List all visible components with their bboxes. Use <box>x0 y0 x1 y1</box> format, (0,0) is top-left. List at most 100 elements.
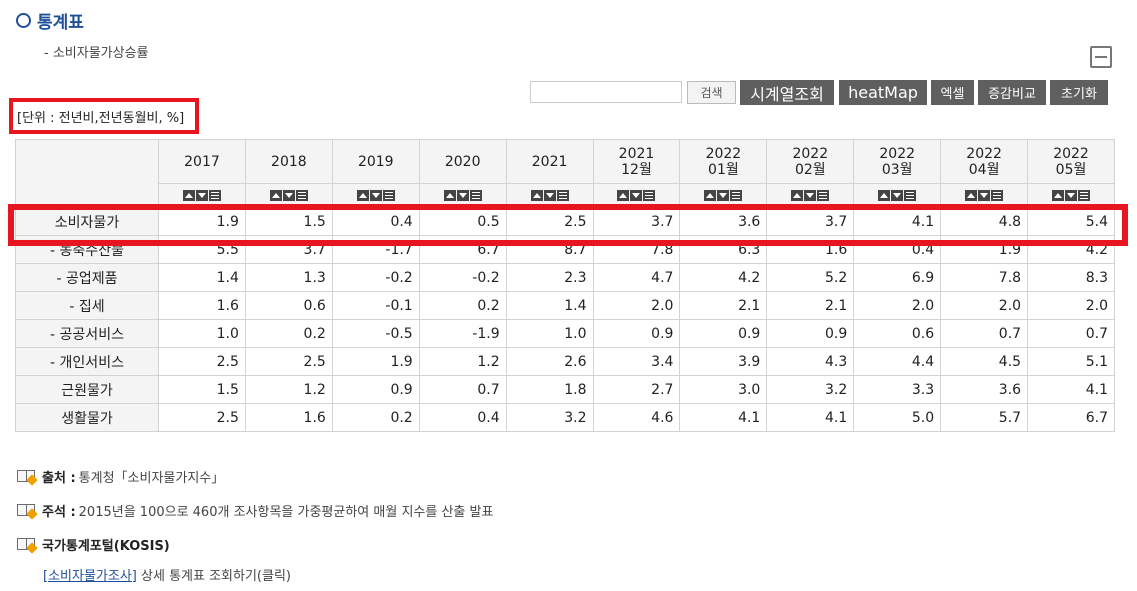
sort-menu-icon[interactable] <box>469 190 482 201</box>
sort-menu-icon[interactable] <box>904 190 917 201</box>
sort-ascending-icon[interactable] <box>1052 190 1065 201</box>
sort-controls <box>418 183 507 208</box>
table-cell: 2.1 <box>679 291 768 320</box>
sort-icons <box>878 190 917 201</box>
table-cell: 3.7 <box>766 207 855 236</box>
row-label: 생활물가 <box>15 403 159 432</box>
table-cell: 0.2 <box>331 403 420 432</box>
sort-menu-icon[interactable] <box>382 190 395 201</box>
column-header: 2018 <box>244 139 333 184</box>
sort-descending-icon[interactable] <box>978 190 991 201</box>
sort-controls <box>244 183 333 208</box>
table-cell: 7.8 <box>940 263 1029 292</box>
sort-descending-icon[interactable] <box>1065 190 1078 201</box>
table-cell: 5.5 <box>158 235 246 264</box>
table-cell: 2.5 <box>244 347 333 376</box>
sort-menu-icon[interactable] <box>295 190 308 201</box>
table-cell: 5.0 <box>853 403 942 432</box>
sort-ascending-icon[interactable] <box>443 190 456 201</box>
sort-ascending-icon[interactable] <box>269 190 282 201</box>
notes-section: 출처 : 통계청「소비자물가지수」 주석 : 2015년을 100으로 460개… <box>16 467 493 569</box>
sort-menu-icon[interactable] <box>817 190 830 201</box>
column-header: 2022 05월 <box>1027 139 1115 184</box>
sort-ascending-icon[interactable] <box>878 190 891 201</box>
sort-ascending-icon[interactable] <box>356 190 369 201</box>
search-button[interactable]: 검색 <box>687 81 736 104</box>
column-header: 2021 <box>505 139 594 184</box>
table-cell: 0.6 <box>853 319 942 348</box>
sort-menu-icon[interactable] <box>1078 190 1091 201</box>
table-cell: 6.7 <box>1027 403 1115 432</box>
table-cell: 8.7 <box>505 235 594 264</box>
sort-descending-icon[interactable] <box>543 190 556 201</box>
table-cell: 0.4 <box>853 235 942 264</box>
reset-button[interactable]: 초기화 <box>1050 80 1108 105</box>
table-cell: 1.6 <box>158 291 246 320</box>
table-cell: 3.7 <box>244 235 333 264</box>
sort-menu-icon[interactable] <box>556 190 569 201</box>
compare-button[interactable]: 증감비교 <box>978 80 1046 105</box>
column-header: 2022 01월 <box>679 139 768 184</box>
table-cell: 4.8 <box>940 207 1029 236</box>
table-cell: 0.6 <box>244 291 333 320</box>
sort-ascending-icon[interactable] <box>182 190 195 201</box>
remark-text: 2015년을 100으로 460개 조사항목을 가중평균하여 매월 지수를 산출… <box>78 504 494 520</box>
column-header-line2: 03월 <box>881 161 913 178</box>
column-header-line1: 2022 <box>879 145 916 162</box>
sort-ascending-icon[interactable] <box>704 190 717 201</box>
table-cell: 0.2 <box>418 291 507 320</box>
table-cell: 2.5 <box>505 207 594 236</box>
sort-descending-icon[interactable] <box>804 190 817 201</box>
table-cell: 1.9 <box>331 347 420 376</box>
sort-descending-icon[interactable] <box>891 190 904 201</box>
table-cell: 7.8 <box>592 235 681 264</box>
sort-menu-icon[interactable] <box>208 190 221 201</box>
sort-icons <box>617 190 656 201</box>
remark-label: 주석 : <box>42 504 76 520</box>
sort-ascending-icon[interactable] <box>965 190 978 201</box>
table-cell: 4.4 <box>853 347 942 376</box>
sort-descending-icon[interactable] <box>369 190 382 201</box>
timeline-button[interactable]: 시계열조회 <box>740 80 834 105</box>
source-note: 출처 : 통계청「소비자물가지수」 <box>16 467 493 486</box>
table-row: - 집세 1.6 0.6 -0.1 0.2 1.4 2.0 2.1 2.1 2.0 2.0 2.0 <box>15 291 1115 320</box>
table-cell: 4.3 <box>766 347 855 376</box>
page-title-text: 통계표 <box>37 13 84 33</box>
excel-button[interactable]: 엑셀 <box>931 80 974 105</box>
sort-descending-icon[interactable] <box>456 190 469 201</box>
sort-descending-icon[interactable] <box>630 190 643 201</box>
table-cell: 3.0 <box>679 375 768 404</box>
sort-descending-icon[interactable] <box>717 190 730 201</box>
table-cell: 2.5 <box>158 403 246 432</box>
collapse-icon[interactable] <box>1090 46 1112 68</box>
sort-icons <box>443 190 482 201</box>
table-cell: 1.8 <box>505 375 594 404</box>
sort-menu-icon[interactable] <box>643 190 656 201</box>
column-header-line1: 2017 <box>184 153 220 170</box>
column-header-line2: 01월 <box>708 161 739 178</box>
book-icon <box>16 502 38 520</box>
heatmap-button[interactable]: heatMap <box>839 80 927 105</box>
sort-controls <box>1027 183 1115 208</box>
table-cell: 0.4 <box>418 403 507 432</box>
sort-ascending-icon[interactable] <box>530 190 543 201</box>
circle-bullet-icon <box>16 13 31 28</box>
row-label: 소비자물가 <box>15 207 159 236</box>
sort-controls <box>853 183 942 208</box>
table-cell: 0.5 <box>418 207 507 236</box>
table-cell: 4.1 <box>853 207 942 236</box>
sort-menu-icon[interactable] <box>730 190 743 201</box>
search-input[interactable] <box>530 81 682 103</box>
kosis-detail-link[interactable]: [소비자물가조사] <box>43 569 137 584</box>
sort-ascending-icon[interactable] <box>791 190 804 201</box>
row-label: - 개인서비스 <box>15 347 159 376</box>
table-cell: 0.9 <box>766 319 855 348</box>
table-cell: 2.3 <box>505 263 594 292</box>
row-label: - 농축수산물 <box>15 235 159 264</box>
sort-ascending-icon[interactable] <box>617 190 630 201</box>
table-cell: 1.6 <box>766 235 855 264</box>
sort-menu-icon[interactable] <box>991 190 1004 201</box>
table-cell: 3.6 <box>940 375 1029 404</box>
sort-descending-icon[interactable] <box>282 190 295 201</box>
sort-descending-icon[interactable] <box>195 190 208 201</box>
